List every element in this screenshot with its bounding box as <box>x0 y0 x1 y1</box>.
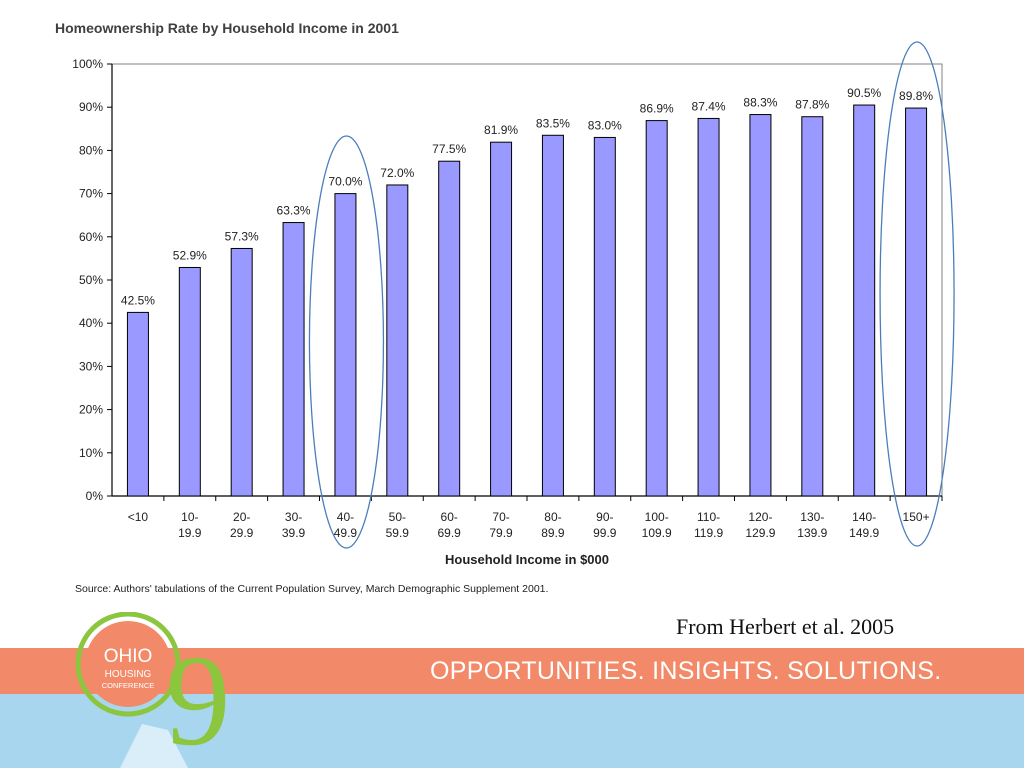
ohio-housing-conference-logo: OHIO HOUSING CONFERENCE 9 <box>75 612 231 768</box>
x-tick-label: 140- <box>852 510 876 524</box>
x-tick-label: 119.9 <box>694 526 723 540</box>
bar <box>126 311 149 497</box>
bar <box>386 184 409 497</box>
x-tick-label: 100- <box>645 510 669 524</box>
x-tick-label: 10- <box>181 510 198 524</box>
source-note: Source: Authors' tabulations of the Curr… <box>75 583 548 595</box>
bar-data-label: 88.3% <box>743 96 777 110</box>
bar-data-label: 70.0% <box>328 175 362 189</box>
bar-group <box>126 104 928 497</box>
x-tick-label: 90- <box>596 510 613 524</box>
bar-data-label: 52.9% <box>173 248 207 262</box>
bar-data-label: 89.8% <box>899 89 933 103</box>
bar-data-label: 83.5% <box>536 116 570 130</box>
bar <box>645 120 668 497</box>
x-tick-label: 50- <box>389 510 406 524</box>
y-tick-label: 20% <box>79 403 103 417</box>
x-tick-label: 20- <box>233 510 250 524</box>
bar <box>334 193 357 497</box>
x-tick-label: 150+ <box>903 510 930 524</box>
bar-data-label: 87.4% <box>692 99 726 113</box>
x-tick-label: <10 <box>128 510 149 524</box>
x-tick-label: 99.9 <box>593 526 617 540</box>
x-tick-label: 80- <box>544 510 561 524</box>
y-tick-label: 70% <box>79 187 103 201</box>
x-tick-label: 40- <box>337 510 354 524</box>
highlight-ellipse-group <box>308 41 955 549</box>
x-tick-label: 139.9 <box>797 526 827 540</box>
x-tick-label: 29.9 <box>230 526 254 540</box>
logo-outer-ring <box>75 612 181 717</box>
y-tick-label: 0% <box>86 489 104 503</box>
bar-data-label: 42.5% <box>121 293 155 307</box>
x-tick-label: 59.9 <box>386 526 410 540</box>
x-tick-label: 89.9 <box>541 526 565 540</box>
highlight-ellipse <box>308 135 385 549</box>
bar <box>697 117 720 497</box>
y-tick-label: 80% <box>79 143 103 157</box>
y-tick-label: 40% <box>79 316 103 330</box>
homeownership-chart: Homeownership Rate by Household Income i… <box>55 20 955 595</box>
bar-data-label: 72.0% <box>380 166 414 180</box>
bar <box>593 136 616 497</box>
logo-numeral: 9 <box>166 629 231 768</box>
tick-label-group: 0% 10% 20% 30% 40% 50% 60% 70% 80% 90% 100% <10 10- 1… <box>72 57 929 540</box>
y-tick-label: 90% <box>79 100 103 114</box>
x-tick-label: 79.9 <box>489 526 513 540</box>
data-label-group: 42.5% 52.9% 57.3% 63.3% 70.0% 72.0% 77.5% 81.9%… <box>121 86 933 307</box>
bar <box>490 141 513 497</box>
x-tick-label: 109.9 <box>642 526 672 540</box>
bar <box>801 116 824 497</box>
x-tick-label: 70- <box>492 510 509 524</box>
x-tick-label: 69.9 <box>438 526 462 540</box>
x-tick-label: 60- <box>441 510 458 524</box>
y-tick-label: 10% <box>79 446 103 460</box>
logo-text-conference: CONFERENCE <box>102 681 155 690</box>
x-tick-label: 129.9 <box>745 526 775 540</box>
chart-title: Homeownership Rate by Household Income i… <box>55 20 399 36</box>
x-axis-title: Household Income in $000 <box>445 552 609 567</box>
x-tick-label: 149.9 <box>849 526 879 540</box>
bar <box>541 134 564 497</box>
logo-inner-circle <box>85 621 171 707</box>
bar-data-label: 90.5% <box>847 86 881 100</box>
x-tick-label: 39.9 <box>282 526 306 540</box>
x-tick-label: 30- <box>285 510 302 524</box>
logo-text-ohio: OHIO <box>104 646 153 667</box>
x-tick-label: 110- <box>697 510 720 524</box>
x-tick-label: 49.9 <box>334 526 358 540</box>
y-tick-label: 100% <box>72 57 103 71</box>
y-tick-label: 50% <box>79 273 103 287</box>
bar-data-label: 81.9% <box>484 123 518 137</box>
y-tick-label: 60% <box>79 230 103 244</box>
bar <box>853 104 876 497</box>
bar-data-label: 57.3% <box>225 229 259 243</box>
bar-data-label: 63.3% <box>277 204 311 218</box>
footer-tagline: OPPORTUNITIES. INSIGHTS. SOLUTIONS. <box>430 657 942 685</box>
bar-data-label: 83.0% <box>588 118 622 132</box>
highlight-ellipse <box>879 41 955 547</box>
bar <box>438 160 461 497</box>
bar <box>905 107 928 497</box>
citation-text: From Herbert et al. 2005 <box>676 614 895 639</box>
x-tick-label: 120- <box>748 510 772 524</box>
x-tick-label: 130- <box>800 510 824 524</box>
bar <box>178 266 201 497</box>
bar <box>230 247 253 497</box>
logo-swoosh <box>120 724 188 768</box>
x-tick-label: 19.9 <box>178 526 202 540</box>
bar <box>282 222 305 497</box>
bar <box>749 114 772 497</box>
bar-data-label: 86.9% <box>640 102 674 116</box>
logo-text-housing: HOUSING <box>105 669 152 680</box>
bar-data-label: 77.5% <box>432 142 466 156</box>
y-tick-label: 30% <box>79 359 103 373</box>
bar-data-label: 87.8% <box>795 98 829 112</box>
